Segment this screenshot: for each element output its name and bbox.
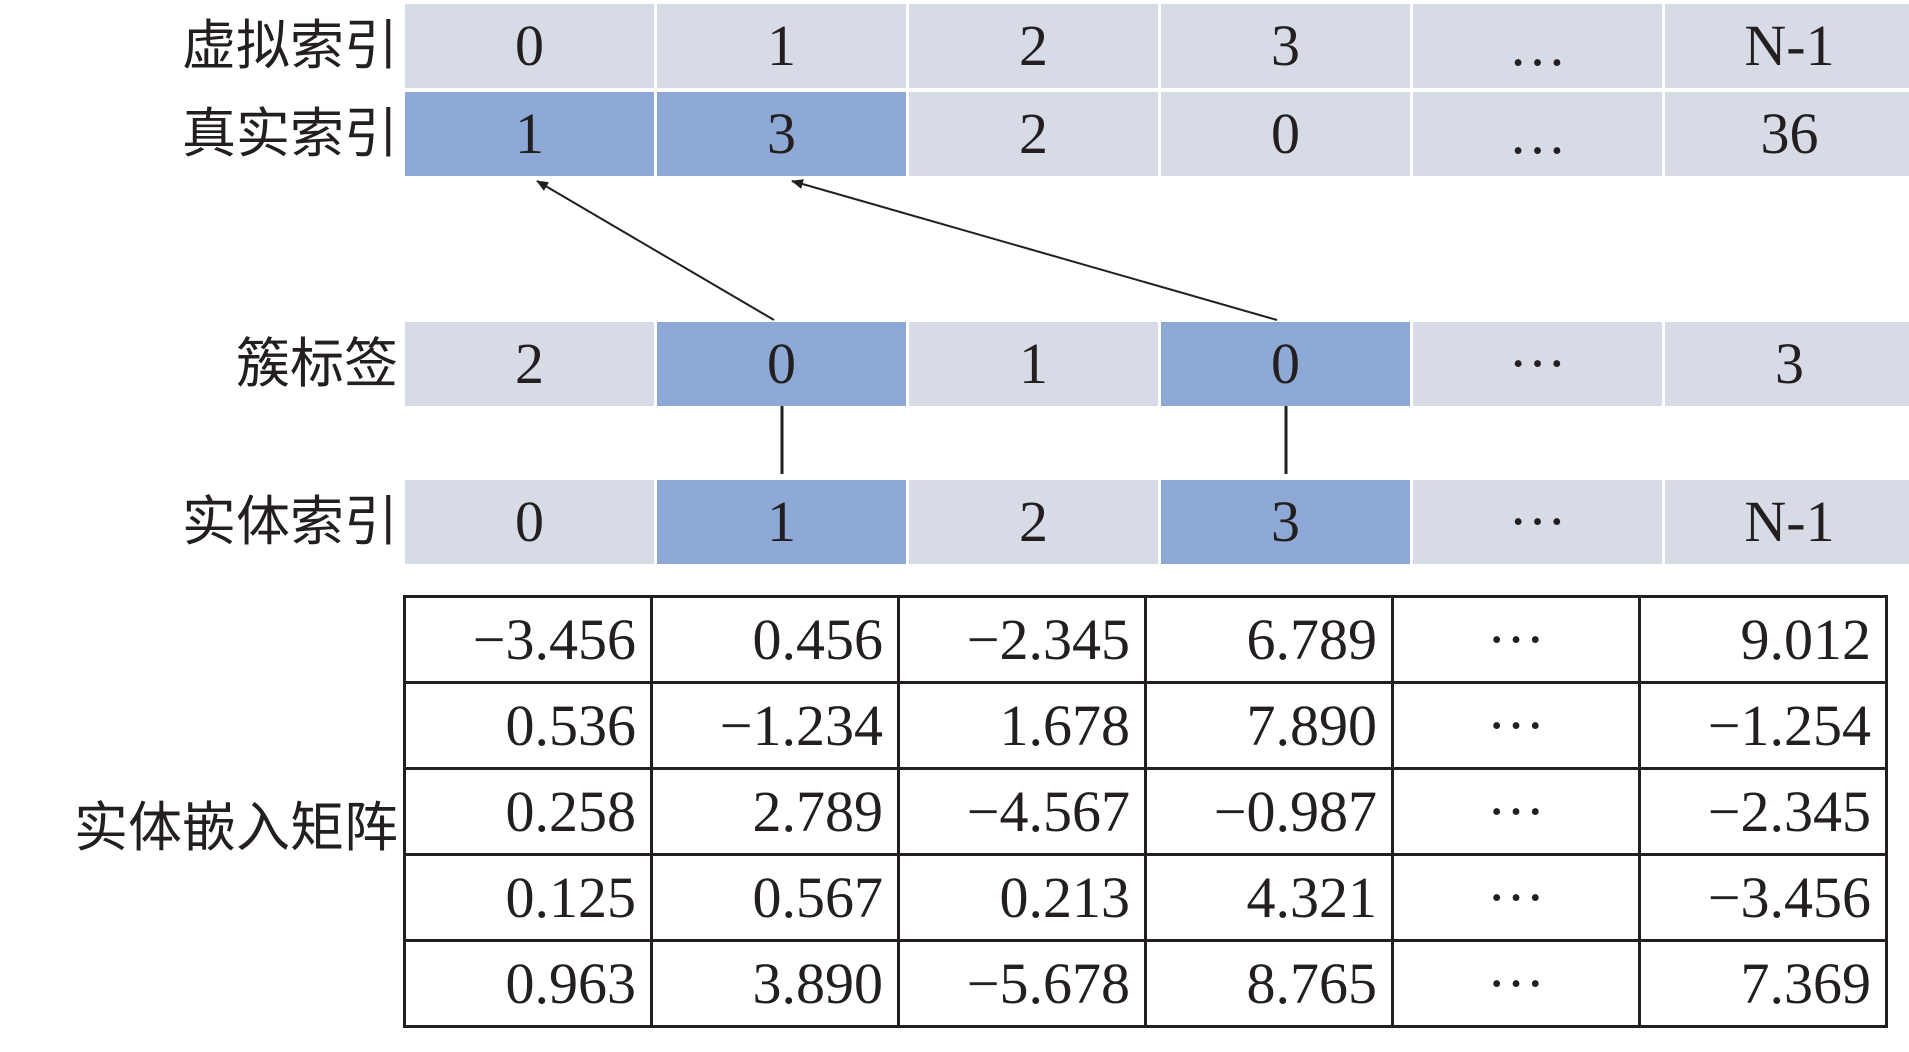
cluster-label-cell: 3 [1665, 322, 1909, 406]
virtual-index-cell: 2 [909, 4, 1158, 88]
matrix-cell: 0.125 [403, 853, 653, 942]
matrix-row: 0.536 −1.234 1.678 7.890 ··· −1.254 [403, 681, 1888, 770]
arrow-cluster-to-real-1 [536, 180, 775, 321]
matrix-cell: −0.987 [1144, 767, 1394, 856]
matrix-cell: 1.678 [897, 681, 1147, 770]
real-index-cell: … [1413, 92, 1662, 176]
entity-index-cell: N-1 [1665, 480, 1909, 564]
cluster-label-cell: ··· [1413, 322, 1662, 406]
matrix-cell: −1.254 [1638, 681, 1888, 770]
entity-embedding-matrix-label: 实体嵌入矩阵 [74, 796, 398, 859]
real-index-cell: 1 [405, 92, 654, 176]
matrix-cell: ··· [1391, 681, 1641, 770]
matrix-cell: −5.678 [897, 939, 1147, 1028]
matrix-cell: −3.456 [1638, 853, 1888, 942]
matrix-cell: 7.890 [1144, 681, 1394, 770]
matrix-cell: 0.456 [650, 595, 900, 684]
entity-index-cell: 1 [657, 480, 906, 564]
matrix-cell: −2.345 [1638, 767, 1888, 856]
matrix-cell: 4.321 [1144, 853, 1394, 942]
matrix-cell: −1.234 [650, 681, 900, 770]
matrix-cell: 0.567 [650, 853, 900, 942]
virtual-index-cell: 1 [657, 4, 906, 88]
matrix-cell: ··· [1391, 939, 1641, 1028]
matrix-cell: 0.258 [403, 767, 653, 856]
cluster-label-row: 2 0 1 0 ··· 3 [405, 322, 1909, 406]
matrix-cell: 0.536 [403, 681, 653, 770]
matrix-cell: 7.369 [1638, 939, 1888, 1028]
matrix-cell: 9.012 [1638, 595, 1888, 684]
matrix-cell: 2.789 [650, 767, 900, 856]
real-index-cell: 0 [1161, 92, 1410, 176]
entity-index-cell: 2 [909, 480, 1158, 564]
matrix-cell: −4.567 [897, 767, 1147, 856]
matrix-cell: ··· [1391, 595, 1641, 684]
entity-index-label: 实体索引 [182, 490, 398, 553]
entity-embedding-matrix: −3.456 0.456 −2.345 6.789 ··· 9.012 0.536 −1.23… [403, 595, 1888, 1028]
entity-index-cell: ··· [1413, 480, 1662, 564]
matrix-cell: −2.345 [897, 595, 1147, 684]
virtual-index-cell: N-1 [1665, 4, 1909, 88]
matrix-cell: 0.963 [403, 939, 653, 1028]
cluster-label-cell: 2 [405, 322, 654, 406]
matrix-cell: 8.765 [1144, 939, 1394, 1028]
real-index-row: 1 3 2 0… 36 [405, 92, 1909, 176]
matrix-cell: 0.213 [897, 853, 1147, 942]
matrix-row: 0.125 0.567 0.213 4.321 ··· −3.456 [403, 853, 1888, 942]
cluster-label-cell: 1 [909, 322, 1158, 406]
cluster-label-label: 簇标签 [236, 332, 398, 395]
virtual-index-cell: … [1413, 4, 1662, 88]
matrix-row: −3.456 0.456 −2.345 6.789 ··· 9.012 [403, 595, 1888, 684]
virtual-index-label: 虚拟索引 [182, 14, 398, 77]
cluster-label-cell: 0 [657, 322, 906, 406]
real-index-cell: 2 [909, 92, 1158, 176]
real-index-cell: 3 [657, 92, 906, 176]
virtual-index-row: 0 1 2 3… N-1 [405, 4, 1909, 88]
matrix-row: 0.963 3.890 −5.678 8.765 ··· 7.369 [403, 939, 1888, 1028]
virtual-index-cell: 3 [1161, 4, 1410, 88]
real-index-label: 真实索引 [182, 102, 398, 165]
entity-index-cell: 0 [405, 480, 654, 564]
cluster-label-cell: 0 [1161, 322, 1410, 406]
real-index-cell: 36 [1665, 92, 1909, 176]
matrix-cell: 3.890 [650, 939, 900, 1028]
entity-index-row: 0 1 2 3 ··· N-1 [405, 480, 1909, 564]
arrow-cluster-to-real-3 [791, 179, 1278, 321]
matrix-cell: ··· [1391, 853, 1641, 942]
matrix-cell: −3.456 [403, 595, 653, 684]
matrix-cell: ··· [1391, 767, 1641, 856]
entity-index-cell: 3 [1161, 480, 1410, 564]
matrix-cell: 6.789 [1144, 595, 1394, 684]
virtual-index-cell: 0 [405, 4, 654, 88]
matrix-row: 0.258 2.789 −4.567 −0.987 ··· −2.345 [403, 767, 1888, 856]
